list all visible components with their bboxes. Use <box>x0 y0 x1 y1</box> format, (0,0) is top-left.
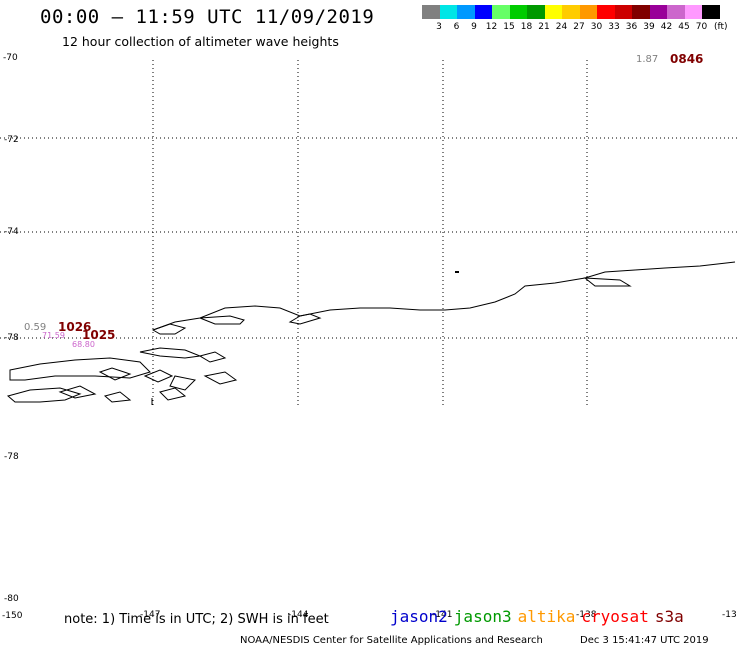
lat-label: -80 <box>4 594 19 604</box>
legend-swatch <box>544 5 562 19</box>
coast-island <box>583 277 632 287</box>
legend-unit: (ft) <box>714 22 728 32</box>
coast-island <box>139 347 202 359</box>
observation-time: 1026 <box>58 320 91 334</box>
legend-label: 70 <box>695 22 708 32</box>
coastline <box>6 261 736 405</box>
legend-swatch <box>422 5 440 19</box>
lat-label: -70 <box>3 53 18 63</box>
coast-island <box>288 313 322 325</box>
observation-labels: 1.87 0846 0.59 1026 1025 71.59 68.80 <box>24 52 703 349</box>
map-subtitle: 12 hour collection of altimeter wave hei… <box>62 34 339 49</box>
credit-line: NOAA/NESDIS Center for Satellite Applica… <box>240 635 543 646</box>
legend-label: 42 <box>660 22 673 32</box>
legend-label: 12 <box>485 22 498 32</box>
legend-swatch <box>562 5 580 19</box>
coast-island <box>159 387 187 401</box>
observation-small-label: 71.59 <box>42 331 65 340</box>
map-title: 00:00 — 11:59 UTC 11/09/2019 <box>40 6 375 28</box>
coast-island <box>9 357 151 381</box>
legend-label: 21 <box>538 22 550 32</box>
lon-label: -141 <box>432 610 452 620</box>
generated-timestamp: Dec 3 15:41:47 UTC 2019 <box>580 635 709 646</box>
coast-island <box>98 367 132 381</box>
satellite-legend: jason2 jason3 altika cryosat s3a <box>390 607 690 626</box>
graticule <box>0 60 740 405</box>
observation-time: 1025 <box>82 328 115 342</box>
units-note: note: 1) Time is in UTC; 2) SWH is in fe… <box>64 612 329 627</box>
legend-label: 15 <box>503 22 515 32</box>
wave-height-color-legend <box>422 5 720 19</box>
legend-label: 6 <box>453 22 460 32</box>
legend-swatch <box>667 5 685 19</box>
coast-island <box>6 387 82 403</box>
observation-time: 0846 <box>670 52 703 66</box>
legend-swatch <box>597 5 615 19</box>
legend-label: 39 <box>643 22 655 32</box>
legend-label: 18 <box>520 22 533 32</box>
lon-label: -144 <box>288 610 309 620</box>
coast-island <box>103 391 132 403</box>
coast-island <box>203 371 238 385</box>
legend-swatch <box>579 5 597 19</box>
coast-island <box>151 323 187 335</box>
legend-swatch <box>702 5 720 19</box>
legend-swatch <box>474 5 492 19</box>
lat-label: -78 <box>4 333 19 343</box>
lon-label: -138 <box>576 610 597 620</box>
satellite-jason3: jason3 <box>453 607 512 626</box>
observation-small-label: 68.80 <box>72 340 95 349</box>
satellite-s3a: s3a <box>654 607 684 626</box>
lat-label: -72 <box>4 135 19 145</box>
legend-label: 36 <box>625 22 638 32</box>
legend-label: 45 <box>678 22 690 32</box>
coast-island <box>198 351 227 363</box>
satellite-jason2: jason2 <box>390 607 448 626</box>
satellite-cryosat: cryosat <box>581 607 649 626</box>
lon-label: -147 <box>140 610 160 620</box>
coast-island <box>199 315 245 325</box>
legend-label: 9 <box>471 22 477 32</box>
legend-swatch <box>684 5 702 19</box>
legend-swatch <box>439 5 457 19</box>
lat-label: -78 <box>4 452 19 462</box>
legend-label: 24 <box>555 22 568 32</box>
lon-label: -150 <box>2 611 23 621</box>
observation-swh: 1.87 <box>636 54 658 65</box>
legend-swatch <box>527 5 545 19</box>
legend-swatch <box>649 5 667 19</box>
lat-label: -74 <box>4 227 19 237</box>
legend-label: 30 <box>590 22 603 32</box>
legend-swatch <box>614 5 632 19</box>
legend-swatch <box>457 5 475 19</box>
legend-label: 3 <box>436 22 442 32</box>
coast-island <box>169 375 197 391</box>
coast-island <box>143 369 174 383</box>
legend-swatch <box>632 5 650 19</box>
legend-label: 27 <box>573 22 585 32</box>
observation-swh: 0.59 <box>24 322 46 333</box>
legend-swatch <box>492 5 510 19</box>
satellite-altika: altika <box>517 607 576 626</box>
ice-shelf-edge <box>152 261 736 331</box>
legend-label: 33 <box>608 22 620 32</box>
small-island <box>455 271 459 273</box>
coast-island <box>58 385 97 399</box>
legend-swatch <box>509 5 527 19</box>
lon-label: -13 <box>722 610 737 620</box>
